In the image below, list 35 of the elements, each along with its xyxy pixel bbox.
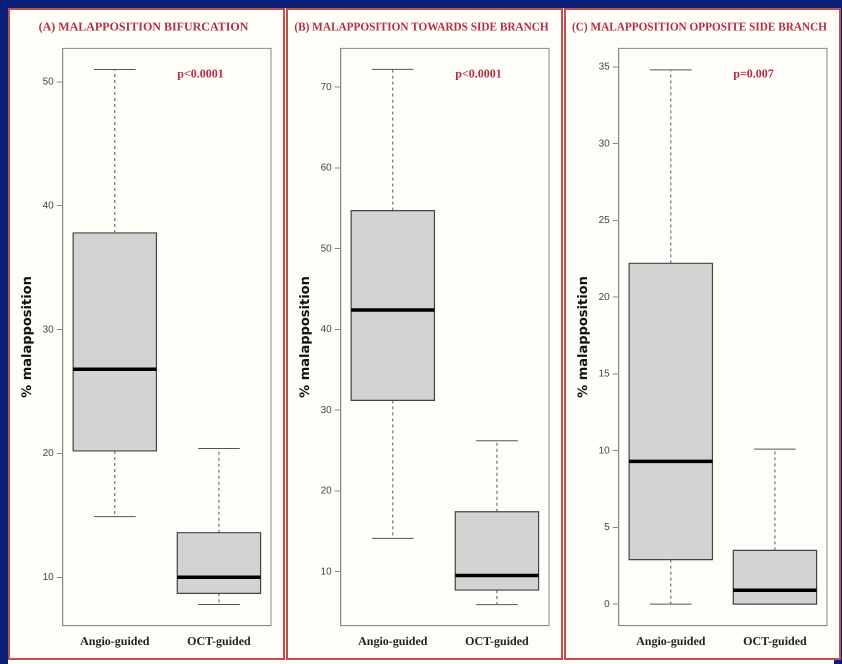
y-tick-label: 10	[320, 566, 332, 578]
x-tick-label: Angio-guided	[636, 634, 706, 648]
y-tick-label: 25	[598, 215, 610, 226]
y-axis-title: % malapposition	[20, 276, 36, 398]
annotation: p=0.007	[733, 66, 774, 80]
chart-title: (C) MALAPPOSITION OPPOSITE SIDE BRANCH	[572, 20, 827, 34]
y-tick-label: 50	[42, 76, 54, 88]
x-tick-label: OCT-guided	[743, 634, 808, 648]
y-axis-title: % malapposition	[298, 276, 314, 398]
x-tick-label: Angio-guided	[80, 634, 150, 648]
y-tick-label: 30	[320, 404, 332, 416]
y-tick-label: 30	[42, 324, 54, 336]
y-tick-label: 30	[598, 138, 610, 150]
x-tick-label: Angio-guided	[358, 634, 428, 648]
y-tick-label: 60	[320, 162, 332, 174]
chart-title: (B) MALAPPOSITION TOWARDS SIDE BRANCH	[294, 20, 549, 34]
y-tick-label: 10	[598, 445, 610, 456]
y-tick-label: 40	[320, 324, 332, 336]
y-tick-label: 70	[320, 82, 332, 93]
x-tick-label: OCT-guided	[465, 634, 530, 648]
y-tick-label: 20	[598, 292, 610, 303]
y-tick-label: 40	[42, 200, 54, 212]
y-tick-label: 0	[604, 598, 610, 610]
x-tick-label: OCT-guided	[187, 634, 252, 648]
y-tick-label: 50	[320, 243, 332, 254]
annotation: p<0.0001	[455, 66, 502, 80]
y-tick-label: 20	[320, 486, 332, 497]
y-tick-label: 5	[604, 522, 610, 534]
y-tick-label: 35	[598, 62, 610, 73]
chart-title: (A) MALAPPOSITION BIFURCATION	[38, 19, 249, 34]
y-tick-label: 10	[42, 572, 54, 584]
y-axis-title: % malapposition	[576, 276, 592, 398]
y-tick-label: 15	[598, 368, 610, 380]
y-tick-label: 20	[42, 448, 54, 460]
annotation: p<0.0001	[177, 66, 224, 80]
